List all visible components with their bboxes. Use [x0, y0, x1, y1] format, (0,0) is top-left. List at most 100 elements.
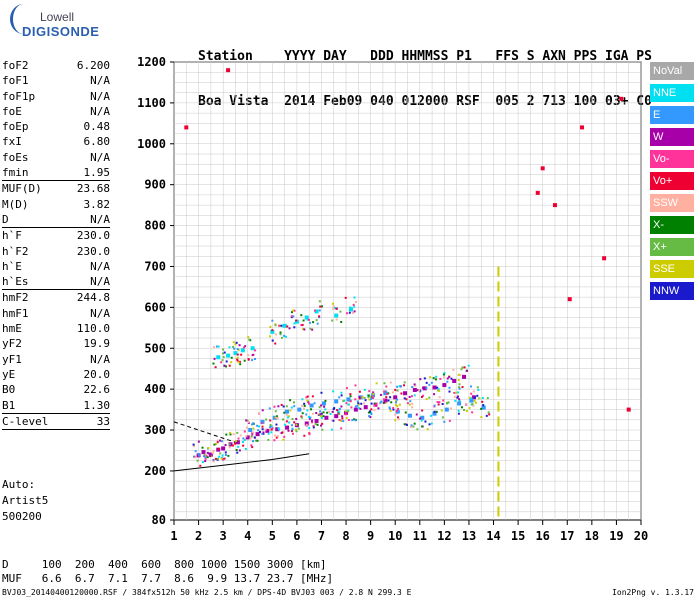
- echo-dot: [446, 401, 449, 404]
- data-point: [403, 391, 408, 396]
- data-point: [314, 309, 319, 314]
- echo-dot: [306, 318, 309, 321]
- echo-dot: [212, 362, 215, 365]
- echo-dot: [318, 413, 321, 416]
- data-point: [226, 68, 231, 73]
- param-name: yF2: [2, 337, 22, 351]
- echo-dot: [232, 345, 235, 348]
- echo-dot: [428, 423, 431, 426]
- echo-dot: [293, 405, 296, 408]
- echo-dot: [433, 393, 436, 396]
- param-name: D: [2, 212, 9, 226]
- echo-dot: [460, 368, 463, 371]
- echo-dot: [321, 422, 324, 425]
- echo-dot: [420, 395, 423, 398]
- legend-item: Vo+: [650, 172, 694, 190]
- echo-dot: [465, 369, 468, 372]
- param-name: h`Es: [2, 275, 29, 289]
- echo-dot: [449, 407, 452, 410]
- data-point: [457, 401, 462, 406]
- echo-dot: [271, 427, 274, 430]
- version-info: Ion2Png v. 1.3.17: [612, 588, 694, 597]
- echo-dot: [443, 420, 446, 423]
- x-tick-label: 18: [585, 529, 599, 543]
- param-row: yE 20.0: [2, 367, 110, 382]
- param-row: yF1 N/A: [2, 352, 110, 367]
- echo-dot: [307, 400, 310, 403]
- echo-dot: [397, 410, 400, 413]
- echo-dot: [459, 373, 462, 376]
- echo-dot: [212, 459, 215, 462]
- echo-dot: [248, 338, 251, 341]
- echo-dot: [220, 440, 223, 443]
- data-point: [383, 391, 388, 396]
- echo-dot: [394, 413, 397, 416]
- echo-dot: [285, 420, 288, 423]
- echo-dot: [375, 382, 378, 385]
- echo-dot: [419, 378, 422, 381]
- data-point: [471, 395, 476, 400]
- echo-dot: [430, 414, 433, 417]
- param-row: foF1p N/A: [2, 89, 110, 104]
- echo-dot: [237, 348, 240, 351]
- echo-dot: [281, 418, 284, 421]
- legend-item: X+: [650, 238, 694, 256]
- echo-dot: [274, 416, 277, 419]
- echo-dot: [389, 381, 392, 384]
- echo-dot: [410, 395, 413, 398]
- data-point: [248, 428, 253, 433]
- echo-dot: [261, 425, 264, 428]
- echo-dot: [416, 389, 419, 392]
- echo-dot: [192, 443, 195, 446]
- x-tick-label: 9: [367, 529, 374, 543]
- echo-dot: [214, 366, 217, 369]
- echo-dot: [329, 412, 332, 415]
- y-tick-label: 900: [144, 178, 166, 192]
- echo-dot: [217, 345, 220, 348]
- echo-dot: [349, 306, 352, 309]
- param-value: 19.9: [83, 337, 111, 351]
- echo-dot: [383, 390, 386, 393]
- echo-dot: [194, 456, 197, 459]
- param-name: yE: [2, 367, 16, 381]
- echo-dot: [204, 456, 207, 459]
- echo-dot: [319, 410, 322, 413]
- echo-dot: [338, 413, 341, 416]
- param-row: hmF2 244.8: [2, 290, 110, 305]
- echo-dot: [271, 339, 274, 342]
- y-tick-label: 800: [144, 219, 166, 233]
- param-value: N/A: [90, 306, 110, 320]
- echo-dot: [338, 408, 341, 411]
- echo-dot: [453, 395, 456, 398]
- echo-dot: [406, 402, 409, 405]
- y-tick-label: 500: [144, 341, 166, 355]
- echo-dot: [405, 398, 408, 401]
- echo-dot: [243, 430, 246, 433]
- echo-dot: [303, 404, 306, 407]
- echo-dot: [457, 391, 460, 394]
- param-name: B0: [2, 383, 16, 397]
- echo-dot: [367, 394, 370, 397]
- data-point: [265, 428, 270, 433]
- x-tick-label: 12: [437, 529, 451, 543]
- echo-dot: [216, 439, 219, 442]
- echo-dot: [281, 431, 284, 434]
- echo-dot: [478, 397, 481, 400]
- echo-dot: [379, 401, 382, 404]
- data-point: [321, 401, 326, 406]
- echo-dot: [236, 359, 239, 362]
- echo-dot: [344, 413, 347, 416]
- echo-dot: [319, 305, 322, 308]
- param-value: 3.82: [83, 197, 111, 211]
- echo-dot: [447, 401, 450, 404]
- data-point: [412, 387, 417, 392]
- echo-dot: [256, 439, 259, 442]
- echo-dot: [270, 431, 273, 434]
- echo-dot: [456, 395, 459, 398]
- echo-dot: [349, 400, 352, 403]
- echo-dot: [251, 440, 254, 443]
- echo-dot: [373, 404, 376, 407]
- echo-dot: [290, 315, 293, 318]
- data-point: [260, 419, 265, 424]
- echo-dot: [249, 339, 252, 342]
